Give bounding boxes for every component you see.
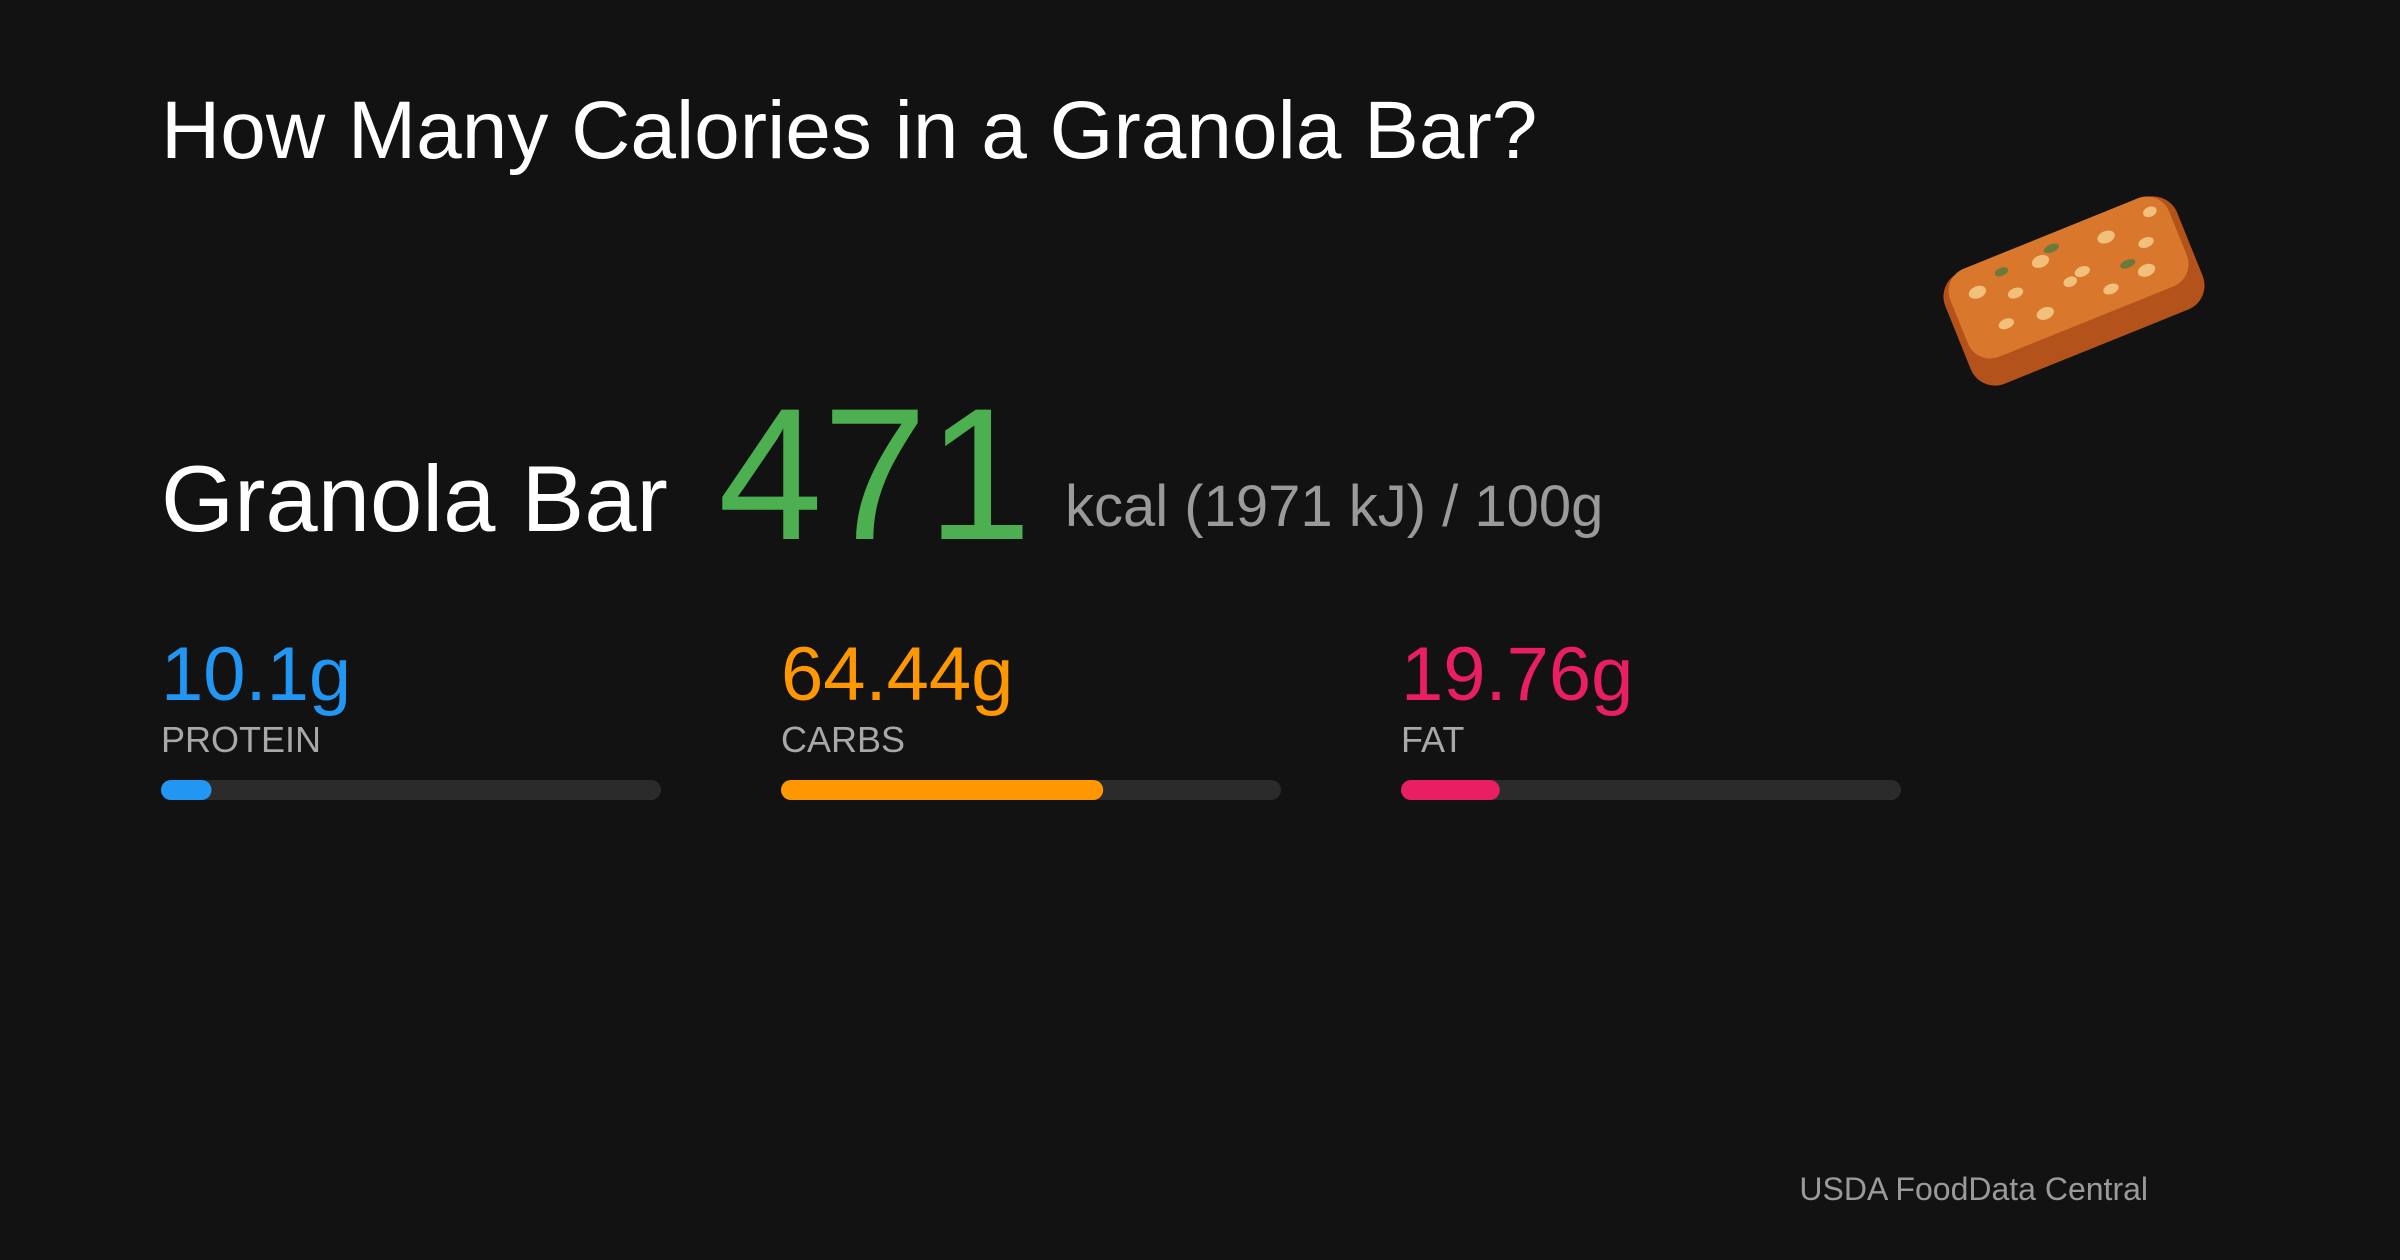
energy-text: kcal (1971 kJ) / bbox=[1065, 474, 1459, 539]
macro-name: CARBS bbox=[781, 719, 905, 760]
macro-value: 64.44g bbox=[781, 632, 1013, 717]
macro-value: 19.76g bbox=[1401, 632, 1633, 717]
serving: 100g bbox=[1474, 474, 1603, 539]
bar-fill bbox=[161, 780, 212, 800]
bar-track bbox=[161, 780, 661, 800]
calories: 471 bbox=[718, 369, 1032, 579]
bar-track bbox=[1401, 780, 1901, 800]
title: How Many Calories in a Granola Bar? bbox=[161, 85, 1537, 176]
granola-bar-image bbox=[1943, 196, 2205, 386]
bar-fill bbox=[781, 780, 1104, 800]
energy-unit: kcal (1971 kJ) / 100g bbox=[1065, 474, 1603, 539]
macro-name: FAT bbox=[1401, 719, 1464, 760]
macro-name: PROTEIN bbox=[161, 719, 321, 760]
food-name: Granola Bar bbox=[161, 446, 668, 551]
macro-value: 10.1g bbox=[161, 632, 351, 717]
bar-fill bbox=[1401, 780, 1500, 800]
source: USDA FoodData Central bbox=[1799, 1171, 2148, 1207]
